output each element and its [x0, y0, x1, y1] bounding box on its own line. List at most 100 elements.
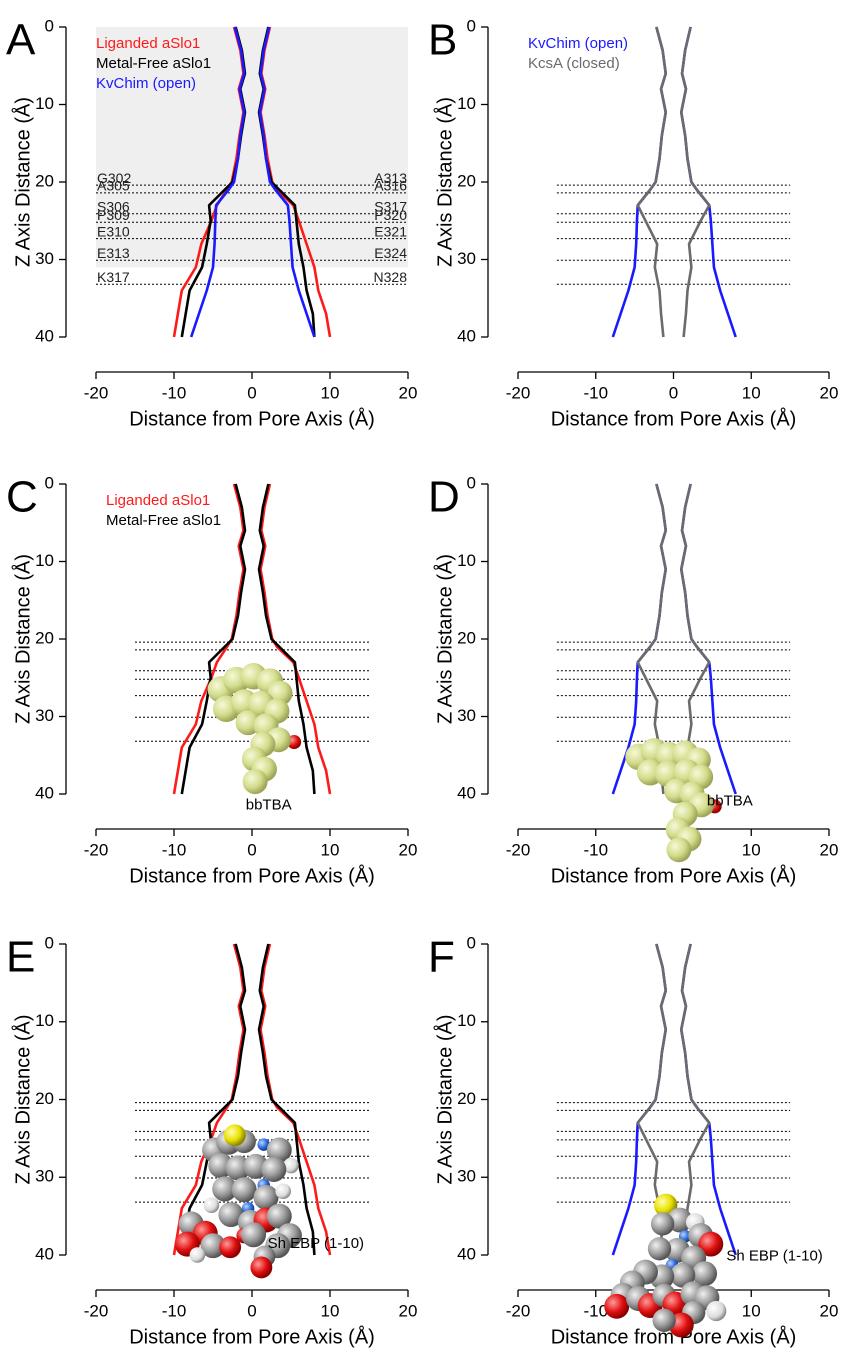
molecule-atom [261, 1156, 287, 1182]
x-tick-label: 20 [399, 1301, 418, 1320]
residue-label: A316 [374, 178, 407, 194]
x-tick-label: 10 [742, 840, 761, 859]
y-tick-label: 20 [35, 171, 54, 190]
legend-entry: Metal-Free aSlo1 [96, 55, 211, 72]
y-tick-label: 10 [35, 551, 54, 570]
molecule-atom [212, 1176, 238, 1202]
x-axis-label: Distance from Pore Axis (Å) [551, 407, 797, 430]
residue-label: P320 [374, 207, 407, 223]
molecule-atom [266, 1203, 292, 1229]
y-tick-label: 30 [457, 706, 476, 725]
y-axis-label: Z Axis Distance (Å) [433, 1014, 456, 1184]
molecule-atom [692, 1261, 718, 1287]
x-tick-label: 0 [247, 1301, 256, 1320]
y-tick-label: 0 [467, 473, 476, 492]
y-tick-label: 40 [35, 326, 54, 345]
x-tick-label: -20 [84, 383, 109, 402]
molecule-atom [242, 769, 268, 795]
molecule-atom [283, 1157, 299, 1174]
panel-label: B [428, 16, 457, 65]
y-axis-label: Z Axis Distance (Å) [11, 554, 34, 724]
residue-label: S317 [374, 198, 407, 214]
molecule-atom [652, 1308, 676, 1332]
y-axis-label: Z Axis Distance (Å) [11, 1014, 34, 1184]
y-axis-label: Z Axis Distance (Å) [11, 97, 34, 267]
legend-entry: Liganded aSlo1 [106, 492, 210, 509]
panel-label: A [6, 16, 36, 65]
molecule-atom [225, 1155, 251, 1181]
residue-label: P309 [97, 207, 130, 223]
residue-label: N328 [374, 269, 408, 285]
residue-label: A305 [97, 178, 130, 194]
y-tick-label: 0 [45, 473, 54, 492]
molecule-atom [275, 1183, 292, 1200]
y-tick-label: 0 [467, 933, 476, 952]
profile-line [180, 943, 316, 1256]
molecule-atom [219, 1236, 242, 1259]
x-tick-label: 20 [820, 1301, 839, 1320]
x-tick-label: 10 [321, 1301, 340, 1320]
x-tick-label: -10 [162, 1301, 187, 1320]
molecule-label: bbTBA [246, 797, 292, 814]
y-tick-label: 0 [45, 16, 54, 35]
x-tick-label: -20 [84, 1301, 109, 1320]
residue-label: S306 [97, 198, 130, 214]
x-tick-label: 0 [247, 840, 256, 859]
x-axis-label: Distance from Pore Axis (Å) [129, 1325, 375, 1348]
legend-entry: Metal-Free aSlo1 [106, 512, 221, 529]
y-axis-label: Z Axis Distance (Å) [433, 97, 456, 267]
legend-entry: KvChim (open) [96, 75, 196, 92]
profile-line [636, 943, 711, 1256]
molecule-atom [666, 837, 692, 863]
molecule-atom [223, 1124, 246, 1147]
panel-label: E [6, 933, 35, 982]
x-tick-label: -10 [583, 840, 608, 859]
y-tick-label: 20 [35, 628, 54, 647]
legend-entry: KvChim (open) [528, 35, 628, 52]
molecule-label: Sh EBP (1-10) [268, 1235, 364, 1252]
residue-label: A313 [374, 170, 407, 186]
y-tick-label: 10 [457, 1011, 476, 1030]
panel-label: D [428, 473, 460, 522]
x-tick-label: 10 [742, 1301, 761, 1320]
y-tick-label: 30 [35, 1167, 54, 1186]
molecule-atom [241, 1222, 267, 1248]
y-tick-label: 10 [35, 1011, 54, 1030]
y-tick-label: 40 [457, 783, 476, 802]
y-tick-label: 30 [35, 249, 54, 268]
y-tick-label: 10 [35, 94, 54, 113]
profile-line [189, 26, 316, 338]
x-tick-label: 10 [321, 383, 340, 402]
molecule-atom [604, 1293, 630, 1319]
x-tick-label: -20 [506, 840, 531, 859]
molecule-atom [706, 1300, 727, 1322]
x-tick-label: 0 [669, 383, 678, 402]
molecule-atom [670, 1262, 696, 1288]
panel-label: C [6, 473, 38, 522]
y-tick-label: 30 [35, 706, 54, 725]
molecule-label: bbTBA [707, 793, 753, 810]
x-axis-label: Distance from Pore Axis (Å) [129, 407, 375, 430]
x-axis-label: Distance from Pore Axis (Å) [551, 1325, 797, 1348]
y-tick-label: 20 [457, 1089, 476, 1108]
molecule-atom [218, 1202, 244, 1228]
x-tick-label: -10 [162, 383, 187, 402]
y-tick-label: 30 [457, 249, 476, 268]
molecule-atom [189, 1247, 206, 1263]
residue-label: K317 [97, 269, 130, 285]
residue-label: E324 [374, 245, 407, 261]
legend-entry: Liganded aSlo1 [96, 35, 200, 52]
molecule-atom [266, 1137, 292, 1163]
x-tick-label: -10 [162, 840, 187, 859]
residue-label: E321 [374, 223, 407, 239]
y-tick-label: 40 [35, 783, 54, 802]
y-tick-label: 0 [467, 16, 476, 35]
molecule-atom [253, 1184, 279, 1210]
x-tick-label: -20 [506, 383, 531, 402]
shaded-region [96, 27, 408, 268]
